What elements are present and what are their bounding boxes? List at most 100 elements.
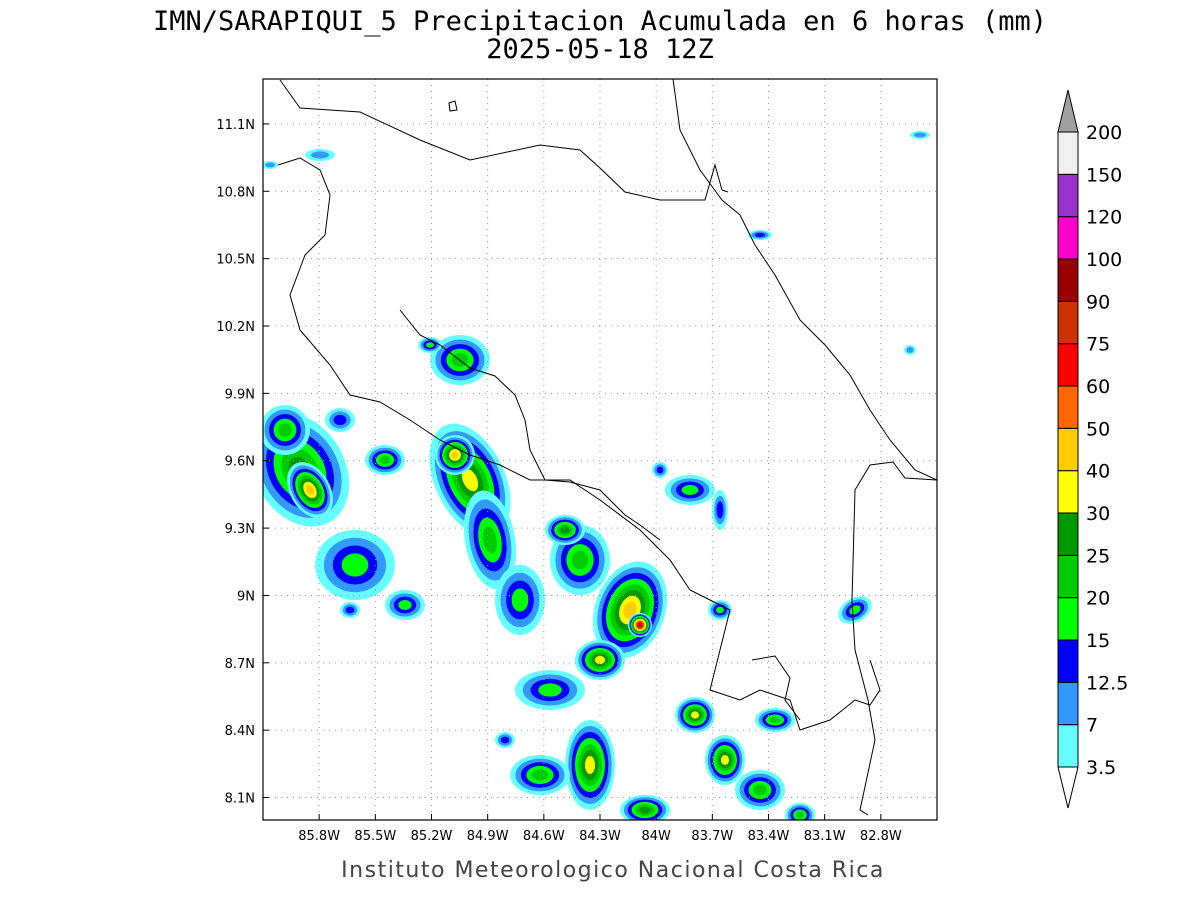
colorbar-segment — [1057, 470, 1079, 514]
rain-area — [716, 606, 724, 614]
colorbar-segment — [1057, 216, 1079, 260]
rain-area — [681, 485, 699, 495]
y-tick-label: 8.7N — [225, 657, 255, 672]
rain-area — [451, 451, 459, 459]
colorbar-label: 200 — [1086, 122, 1122, 144]
title: IMN/SARAPIQUI_5 Precipitacion Acumulada … — [153, 6, 1047, 37]
x-tick-label: 85.5W — [354, 829, 396, 844]
colorbar-segment — [1057, 639, 1079, 683]
rain-area — [398, 600, 412, 610]
rain-area — [914, 132, 926, 138]
rain-area — [311, 151, 329, 159]
rain-area — [482, 526, 498, 554]
rain-area — [265, 162, 275, 168]
colorbar-label: 150 — [1086, 164, 1122, 186]
rain-area — [379, 455, 391, 465]
colorbar-label: 90 — [1086, 291, 1110, 313]
rain-area — [656, 466, 664, 474]
rain-area — [571, 550, 589, 570]
colorbar-label: 75 — [1086, 334, 1110, 356]
colorbar: 3.5 7 12.5 15 20 25 30 40 50 60 75 90 100 120 150 200 — [1057, 89, 1128, 809]
y-tick-label: 9.9N — [225, 387, 255, 402]
rain-area — [595, 656, 605, 664]
colorbar-segment — [1057, 427, 1079, 472]
rain-area — [906, 347, 914, 353]
rain-area — [531, 769, 549, 781]
x-tick-label: 84.3W — [579, 829, 621, 844]
rain-area — [305, 485, 315, 495]
colorbar-label: 12.5 — [1086, 672, 1128, 694]
rain-area — [795, 811, 805, 819]
rain-area — [753, 784, 767, 796]
x-tick-label: 83.4W — [748, 829, 790, 844]
colorbar-label: 60 — [1086, 376, 1110, 398]
colorbar-label: 20 — [1086, 588, 1110, 610]
x-tick-label: 84W — [641, 829, 671, 844]
rain-area — [538, 683, 562, 697]
rain-area — [691, 711, 699, 719]
precipitation-field — [263, 131, 930, 820]
colorbar-label: 100 — [1086, 249, 1122, 271]
subtitle: 2025-05-18 12Z — [486, 34, 714, 65]
coastlines — [277, 79, 937, 816]
x-tick-label: 85.8W — [298, 829, 340, 844]
rain-area — [716, 501, 724, 519]
colorbar-segment — [1057, 512, 1079, 556]
colorbar-label: 40 — [1086, 461, 1110, 483]
colorbar-segment — [1057, 300, 1079, 345]
x-tick-label: 83.7W — [691, 829, 733, 844]
rain-area — [341, 553, 369, 577]
colorbar-label: 50 — [1086, 418, 1110, 440]
map-frame — [262, 78, 938, 821]
colorbar-segment — [1057, 385, 1079, 429]
colorbar-segment — [1057, 724, 1079, 768]
y-tick-label: 10.5N — [216, 253, 255, 268]
colorbar-label: 3.5 — [1086, 757, 1116, 779]
x-tick-label: 83.1W — [804, 829, 846, 844]
colorbar-segment — [1057, 258, 1079, 302]
colorbar-segment — [1057, 554, 1079, 599]
axes: 85.8W 85.5W 85.2W 84.9W 84.6W 84.3W 84W 83.7W 83… — [216, 118, 902, 844]
rain-area — [511, 588, 529, 612]
rain-area — [333, 414, 347, 426]
colorbar-segment — [1057, 343, 1079, 387]
y-tick-label: 9N — [237, 589, 255, 604]
rain-area — [585, 756, 595, 774]
rain-area — [345, 606, 355, 614]
rain-area — [461, 468, 479, 492]
grid — [263, 79, 937, 820]
colorbar-segment — [1057, 173, 1079, 218]
y-tick-label: 9.6N — [225, 455, 255, 470]
x-tick-label: 85.2W — [411, 829, 453, 844]
x-tick-label: 82.8W — [860, 829, 902, 844]
rain-area — [623, 601, 637, 619]
rain-area — [721, 755, 729, 765]
colorbar-segment — [1057, 681, 1079, 726]
y-tick-label: 10.2N — [216, 320, 255, 335]
y-tick-label: 10.8N — [216, 185, 255, 200]
rain-area — [639, 806, 651, 814]
footer: Instituto Meteorologico Nacional Costa R… — [341, 858, 885, 883]
colorbar-label: 120 — [1086, 207, 1122, 229]
x-tick-label: 84.9W — [467, 829, 509, 844]
colorbar-label: 7 — [1086, 715, 1098, 737]
colorbar-segment — [1057, 597, 1079, 641]
y-tick-label: 9.3N — [225, 522, 255, 537]
rain-area — [278, 423, 292, 437]
colorbar-under — [1057, 766, 1079, 809]
rain-area — [426, 342, 434, 348]
colorbar-label: 15 — [1086, 630, 1110, 652]
rain-area — [638, 623, 642, 627]
rain-area — [560, 526, 570, 534]
x-tick-label: 84.6W — [523, 829, 565, 844]
y-tick-label: 8.1N — [225, 792, 255, 807]
colorbar-label: 30 — [1086, 503, 1110, 525]
y-tick-label: 11.1N — [216, 118, 255, 133]
rain-area — [769, 716, 781, 724]
colorbar-over — [1057, 89, 1079, 133]
y-tick-label: 8.4N — [225, 724, 255, 739]
colorbar-segment — [1057, 131, 1079, 175]
rain-area — [754, 232, 766, 238]
colorbar-label: 25 — [1086, 545, 1110, 567]
